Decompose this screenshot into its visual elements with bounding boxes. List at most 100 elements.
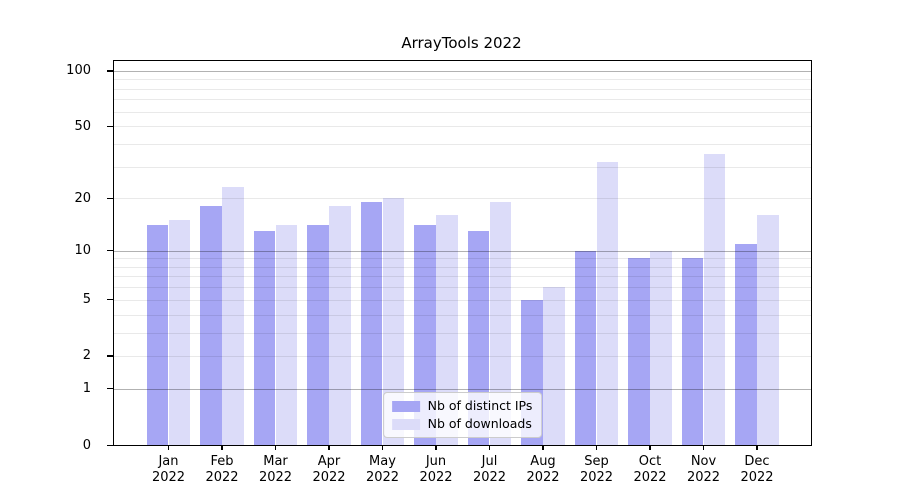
x-tick-month: Oct bbox=[638, 454, 662, 469]
gridline-minor-9 bbox=[114, 258, 811, 260]
y-tick-1 bbox=[106, 388, 113, 390]
bar-jul-downloads bbox=[489, 202, 512, 445]
gridline-minor-30 bbox=[114, 166, 811, 168]
gridline-minor-80 bbox=[114, 88, 811, 90]
x-tick-year: 2022 bbox=[579, 469, 614, 485]
bar-jul-ips bbox=[467, 231, 490, 445]
y-tick-50 bbox=[106, 125, 113, 127]
x-tick-year: 2022 bbox=[151, 469, 186, 485]
y-tick-10 bbox=[106, 250, 113, 252]
bar-feb-downloads bbox=[222, 187, 244, 445]
bar-may-ips bbox=[360, 202, 383, 445]
legend-label-ips: Nb of distinct IPs bbox=[427, 398, 533, 413]
x-tick-year: 2022 bbox=[526, 469, 560, 485]
gridline-minor-40 bbox=[114, 143, 811, 145]
bar-oct-downloads bbox=[650, 250, 672, 445]
y-tick-label-2: 2 bbox=[82, 348, 91, 364]
y-tick-label-0: 0 bbox=[82, 437, 91, 453]
x-tick-label-dec: Dec 2022 bbox=[727, 454, 787, 485]
gridline-major-100 bbox=[114, 70, 811, 72]
gridline-minor-7 bbox=[114, 276, 811, 278]
x-tick-label-nov: Nov 2022 bbox=[674, 454, 734, 485]
x-tick-label-jul: Jul 2022 bbox=[460, 454, 520, 485]
bar-sep-ips bbox=[574, 250, 597, 445]
gridline-minor-20 bbox=[114, 198, 811, 200]
y-tick-label-1: 1 bbox=[82, 381, 91, 397]
bar-jun-ips bbox=[414, 225, 436, 445]
x-tick-month: Apr bbox=[317, 454, 341, 469]
x-tick-apr bbox=[328, 445, 330, 450]
x-tick-month: May bbox=[369, 454, 396, 469]
bar-may-downloads bbox=[382, 198, 405, 445]
x-tick-month: Aug bbox=[530, 454, 556, 469]
x-tick-month: Jan bbox=[158, 454, 179, 469]
x-tick-sep bbox=[595, 445, 598, 450]
bar-aug-downloads bbox=[543, 287, 565, 445]
bar-dec-ips bbox=[735, 243, 757, 445]
x-tick-month: Mar bbox=[263, 454, 288, 469]
x-tick-year: 2022 bbox=[205, 469, 239, 485]
gridline-minor-8 bbox=[114, 266, 811, 268]
x-tick-mar bbox=[274, 445, 277, 450]
y-tick-5 bbox=[106, 299, 113, 301]
x-tick-feb bbox=[221, 445, 223, 450]
y-tick-label-20: 20 bbox=[74, 190, 91, 206]
legend-item-ips: Nb of distinct IPs bbox=[391, 398, 533, 413]
bar-nov-ips bbox=[681, 258, 704, 445]
gridline-minor-50 bbox=[114, 126, 811, 128]
gridline-major-1 bbox=[114, 388, 811, 390]
x-tick-oct bbox=[649, 445, 651, 450]
x-tick-label-oct: Oct 2022 bbox=[620, 454, 680, 485]
x-tick-year: 2022 bbox=[312, 469, 346, 485]
y-tick-label-100: 100 bbox=[66, 63, 91, 79]
legend-swatch-ips bbox=[391, 400, 420, 412]
x-tick-month: Sep bbox=[584, 454, 609, 469]
plot-area: 100 50 20 10 5 2 1 0 Jan 2022 Feb 2022 Mar 2022 Apr 202… bbox=[66, 60, 812, 485]
bar-apr-downloads bbox=[329, 206, 351, 445]
gridline-minor-2 bbox=[114, 355, 811, 357]
x-tick-year: 2022 bbox=[419, 469, 453, 485]
bar-jan-downloads bbox=[168, 220, 191, 445]
legend-item-downloads: Nb of downloads bbox=[391, 416, 533, 431]
x-tick-year: 2022 bbox=[686, 469, 721, 485]
gridline-minor-6 bbox=[114, 287, 811, 289]
bar-oct-ips bbox=[628, 258, 650, 445]
bar-dec-downloads bbox=[757, 215, 779, 445]
x-tick-label-apr: Apr 2022 bbox=[299, 454, 359, 485]
x-tick-year: 2022 bbox=[633, 469, 667, 485]
bar-jan-ips bbox=[146, 225, 169, 445]
gridline-minor-90 bbox=[114, 79, 811, 81]
x-tick-month: Nov bbox=[690, 454, 717, 469]
bar-nov-downloads bbox=[703, 154, 726, 445]
x-tick-year: 2022 bbox=[258, 469, 293, 485]
y-tick-label-50: 50 bbox=[74, 118, 91, 134]
y-tick-label-10: 10 bbox=[74, 243, 91, 259]
x-tick-label-jan: Jan 2022 bbox=[139, 454, 199, 485]
y-tick-label-5: 5 bbox=[82, 292, 91, 308]
bar-apr-ips bbox=[307, 225, 329, 445]
x-tick-year: 2022 bbox=[472, 469, 507, 485]
bar-feb-ips bbox=[200, 206, 222, 445]
legend-label-downloads: Nb of downloads bbox=[427, 416, 532, 431]
x-tick-label-sep: Sep 2022 bbox=[567, 454, 627, 485]
x-tick-label-mar: Mar 2022 bbox=[246, 454, 306, 485]
gridline-minor-70 bbox=[114, 99, 811, 101]
bar-jun-downloads bbox=[436, 215, 458, 445]
x-tick-aug bbox=[542, 445, 544, 450]
gridline-minor-4 bbox=[114, 314, 811, 316]
gridline-minor-60 bbox=[114, 111, 811, 113]
x-tick-label-jun: Jun 2022 bbox=[406, 454, 466, 485]
x-tick-month: Jun bbox=[425, 454, 447, 469]
chart-title: ArrayTools 2022 bbox=[401, 34, 522, 52]
x-tick-label-may: May 2022 bbox=[353, 454, 413, 485]
legend: Nb of distinct IPs Nb of downloads bbox=[382, 392, 543, 438]
x-tick-month: Jul bbox=[481, 454, 498, 469]
bar-mar-ips bbox=[253, 231, 276, 445]
gridline-major-10 bbox=[114, 250, 811, 252]
x-tick-jul bbox=[488, 445, 491, 450]
gridline-minor-5 bbox=[114, 299, 811, 301]
x-tick-dec bbox=[756, 445, 758, 450]
x-tick-label-aug: Aug 2022 bbox=[513, 454, 573, 485]
x-tick-may bbox=[381, 445, 384, 450]
